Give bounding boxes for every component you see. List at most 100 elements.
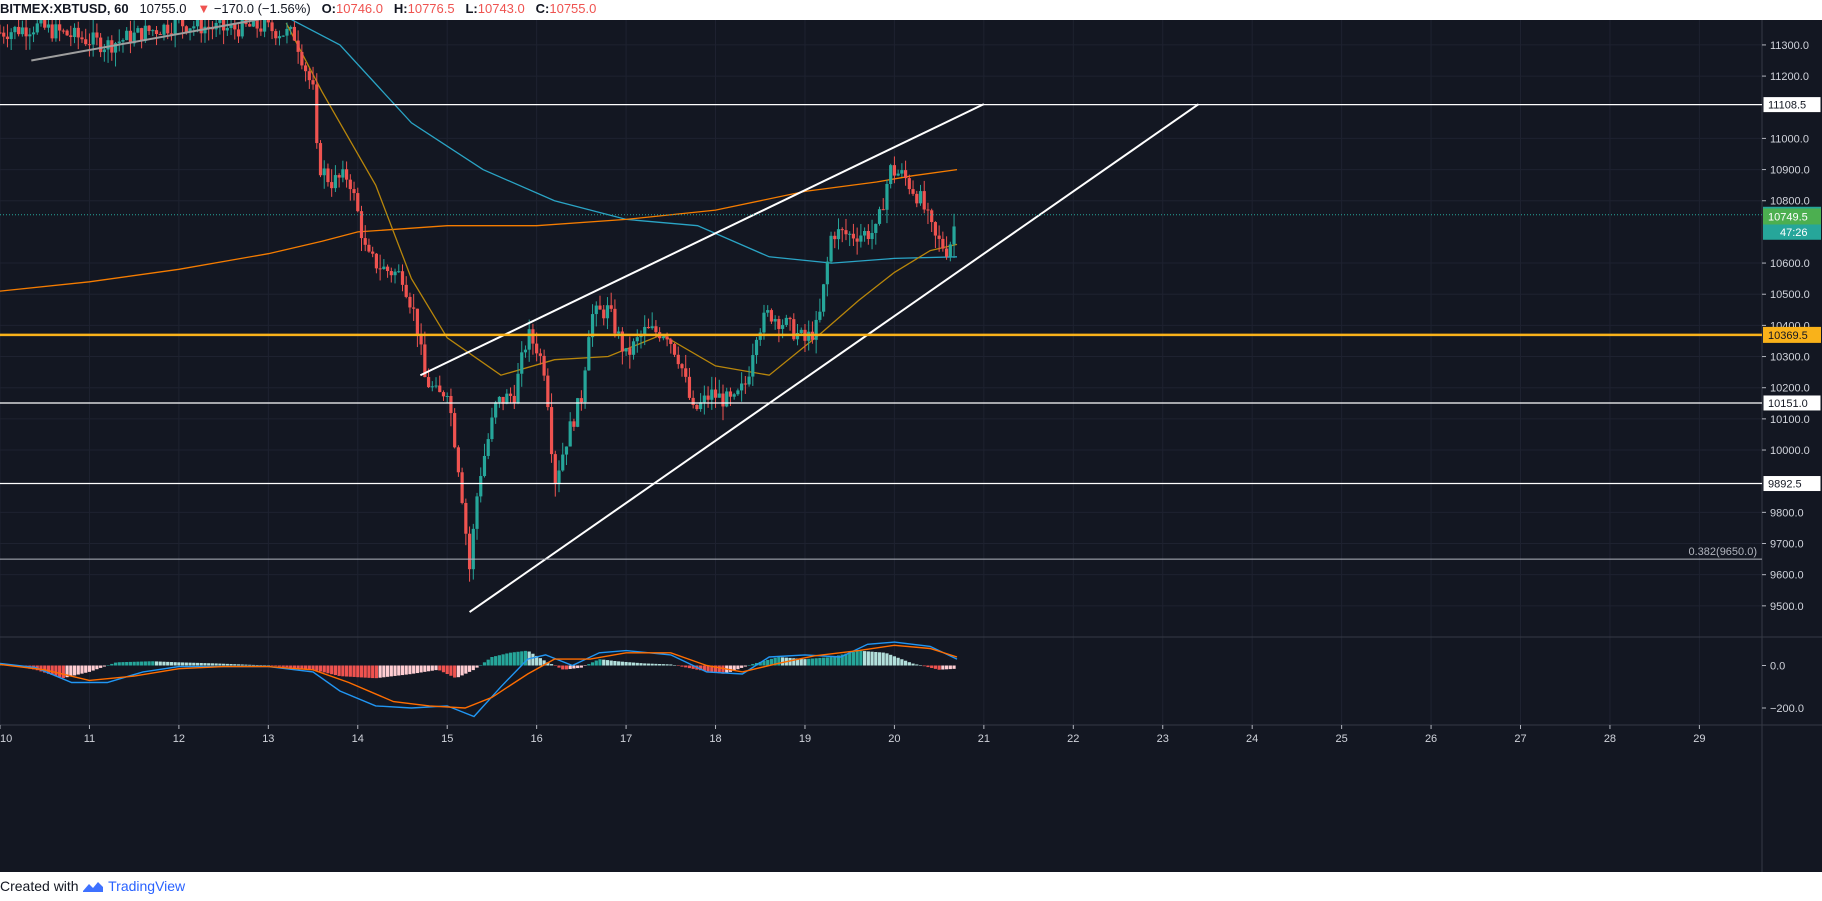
candle-body <box>385 266 390 272</box>
price-tick-label: 9600.0 <box>1770 570 1804 582</box>
candle-body <box>933 222 938 236</box>
candle-body <box>307 71 311 81</box>
macd-histogram-bar <box>173 662 177 666</box>
candle <box>359 205 364 252</box>
candle <box>523 345 528 358</box>
macd-histogram-bar <box>225 663 229 666</box>
price-tick-label: 10200.0 <box>1770 383 1810 395</box>
macd-histogram-bar <box>214 663 218 666</box>
candle-body <box>102 49 106 53</box>
level-tag-text: 9892.5 <box>1768 479 1802 491</box>
candle-body <box>236 29 241 37</box>
candle-body <box>17 26 21 35</box>
price-tick-label: 10300.0 <box>1770 352 1810 364</box>
candle-body <box>277 36 282 39</box>
macd-histogram-bar <box>818 657 822 666</box>
macd-histogram-bar <box>106 665 110 666</box>
candle-body <box>691 397 695 405</box>
candle <box>829 231 833 264</box>
macd-histogram-bar <box>453 665 457 678</box>
macd-histogram-bar <box>352 665 356 677</box>
candle-body <box>892 165 897 176</box>
time-tick-label: 18 <box>709 733 721 745</box>
candle <box>684 354 688 383</box>
candle <box>218 20 222 35</box>
candle <box>676 346 680 369</box>
candle-body <box>784 317 788 325</box>
candle <box>624 348 628 356</box>
candle <box>769 308 774 325</box>
candle <box>128 20 133 54</box>
candle <box>430 381 434 392</box>
candle <box>576 397 580 428</box>
macd-histogram-bar <box>419 665 423 673</box>
macd-histogram-bar <box>378 665 382 678</box>
candle <box>154 25 159 46</box>
candle-body <box>61 30 65 32</box>
time-tick-label: 11 <box>84 733 95 745</box>
macd-histogram-bar <box>609 660 613 666</box>
macd-histogram-bar <box>948 665 952 670</box>
candle-body <box>341 169 345 178</box>
macd-histogram-bar <box>751 664 755 666</box>
tradingview-logo-icon[interactable] <box>82 878 108 894</box>
candle <box>564 446 569 466</box>
candle <box>121 38 125 53</box>
candle <box>222 20 226 45</box>
macd-histogram-bar <box>646 663 651 666</box>
close-label: C: <box>535 1 550 16</box>
candle-body <box>590 314 595 338</box>
candle-body <box>117 41 121 44</box>
candle <box>229 20 233 36</box>
candle <box>318 140 323 178</box>
candle-body <box>151 30 155 32</box>
macd-histogram-bar <box>549 664 554 666</box>
macd-histogram-bar <box>76 665 80 675</box>
chart-area[interactable]: 0.382(9650.0) 11300.0 11200.0 11000.0 10900.… <box>0 20 1822 872</box>
macd-histogram-bar <box>281 665 285 667</box>
candle-body <box>184 26 188 32</box>
candle-body <box>527 329 531 350</box>
macd-histogram-bar <box>169 662 174 666</box>
candle-body <box>930 210 934 223</box>
price-chart[interactable]: 0.382(9650.0)11300.011200.011000.010900.… <box>0 20 1822 872</box>
candle-body <box>467 533 472 570</box>
candle-body <box>732 394 736 397</box>
candle-body <box>285 28 289 36</box>
macd-histogram-bar <box>803 659 807 666</box>
level-tag: 10151.0 <box>1762 394 1822 412</box>
candle-body <box>818 311 822 320</box>
candle <box>777 315 781 343</box>
macd-histogram-bar <box>684 665 688 668</box>
candle <box>72 23 77 44</box>
macd-histogram-bar <box>654 663 658 666</box>
candle-body <box>58 24 62 31</box>
macd-histogram-bar <box>248 664 252 666</box>
macd-histogram-bar <box>110 663 114 666</box>
candle <box>408 292 412 314</box>
macd-histogram-bar <box>54 665 58 677</box>
candle <box>39 20 43 27</box>
candle-body <box>874 223 878 233</box>
candle <box>50 20 54 42</box>
tradingview-brand[interactable]: TradingView <box>108 878 186 894</box>
candle <box>31 26 36 43</box>
symbol-title[interactable]: BITMEX:XBTUSD, 60 <box>0 1 129 16</box>
candle <box>289 25 293 35</box>
candle <box>479 467 483 503</box>
macd-histogram-bar <box>374 665 379 679</box>
time-tick-label: 27 <box>1514 733 1526 745</box>
macd-histogram-bar <box>535 655 539 666</box>
macd-histogram-bar <box>859 650 863 666</box>
candle-body <box>676 354 680 365</box>
candle-body <box>31 32 36 35</box>
candle-body <box>181 20 185 27</box>
candle-body <box>266 20 270 23</box>
candle <box>836 218 841 250</box>
candle <box>650 312 654 330</box>
macd-histogram-bar <box>315 665 319 671</box>
grid-lines <box>0 20 1762 725</box>
macd-histogram-bar <box>192 662 196 666</box>
macd-histogram-bar <box>61 665 65 679</box>
macd-histogram-bar <box>680 665 684 667</box>
